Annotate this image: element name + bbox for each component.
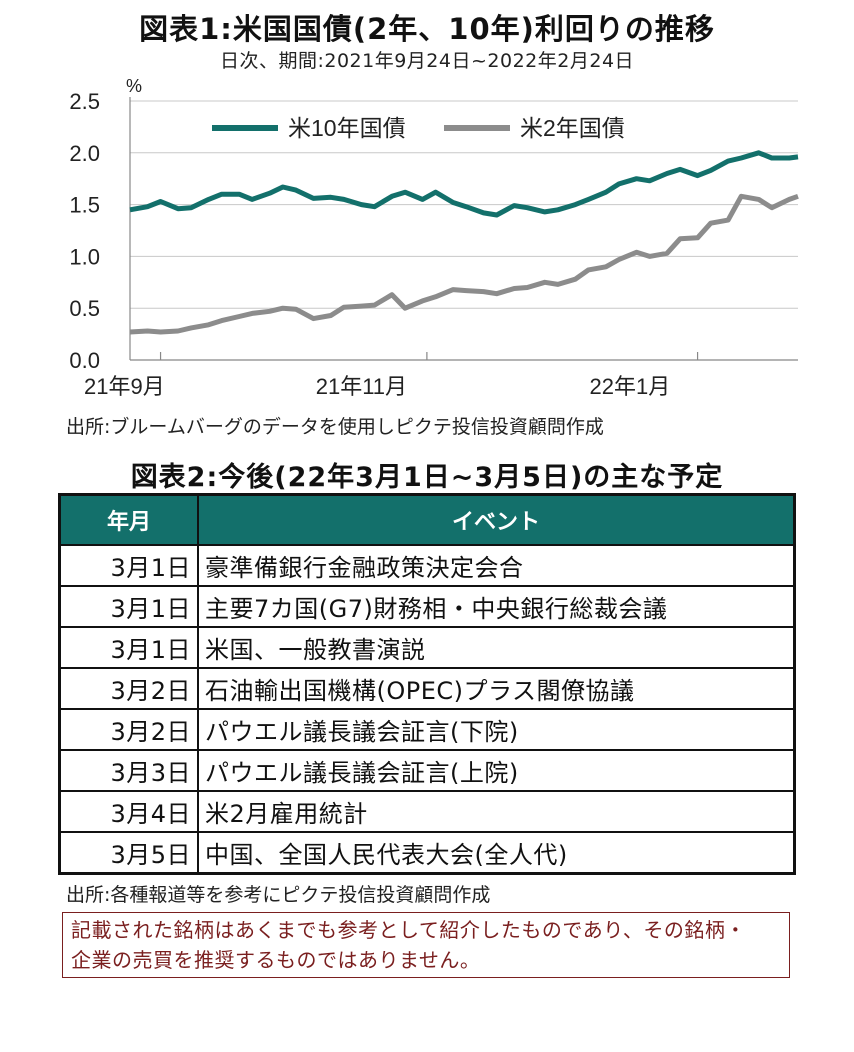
header-event: イベント [197,493,796,546]
y-tick-label: 2.5 [69,89,100,114]
series-line-2y [129,193,799,335]
table-row: 3月2日 パウエル議長議会証言(下院) [58,708,796,751]
y-tick-label: 1.0 [69,244,100,269]
table-row: 3月1日 主要7カ国(G7)財務相・中央銀行総裁会議 [58,585,796,628]
disclaimer-box: 記載された銘柄はあくまでも参考として紹介したものであり、その銘柄・ 企業の売買を… [62,912,790,978]
y-tick-label: 0.5 [69,296,100,321]
yield-chart: 0.0 0.5 1.0 1.5 2.0 2.5% 21年9月 21年11月 22年1月 米10年国… [0,70,854,410]
row-date: 3月2日 [58,708,199,751]
y-tick-label: 1.5 [69,193,100,218]
row-event: 石油輸出国機構(OPEC)プラス閣僚協議 [197,667,796,710]
chart-title: 図表1:米国国債(2年、10年)利回りの推移 [139,12,715,46]
y-tick-label: 0.0 [69,348,100,373]
table-row: 3月3日 パウエル議長議会証言(上院) [58,749,796,792]
disclaimer-line-1: 記載された銘柄はあくまでも参考として紹介したものであり、その銘柄・ [71,918,746,942]
table-header-row: 年月 イベント [58,493,796,546]
x-tick-label: 21年9月 [84,374,165,399]
legend-label: 米10年国債 [288,115,406,141]
y-unit-label: % [126,76,142,96]
events-table: 年月 イベント 3月1日 豪準備銀行金融政策決定会合 3月1日 主要7カ国(G7)財… [58,493,796,875]
row-date: 3月3日 [58,749,199,792]
table-row: 3月2日 石油輸出国機構(OPEC)プラス閣僚協議 [58,667,796,710]
legend-label: 米2年国債 [520,115,625,141]
row-event: 豪準備銀行金融政策決定会合 [197,544,796,587]
row-date: 3月5日 [58,831,199,875]
series-line-10y [129,150,799,218]
header-date: 年月 [58,493,199,546]
table-row: 3月5日 中国、全国人民代表大会(全人代) [58,831,796,875]
table-row: 3月1日 豪準備銀行金融政策決定会合 [58,544,796,587]
x-tick-label: 21年11月 [316,374,407,399]
row-date: 3月4日 [58,790,199,833]
row-event: パウエル議長議会証言(上院) [197,749,796,792]
table-row: 3月4日 米2月雇用統計 [58,790,796,833]
row-date: 3月2日 [58,667,199,710]
row-date: 3月1日 [58,544,199,587]
row-date: 3月1日 [58,585,199,628]
row-date: 3月1日 [58,626,199,669]
table-source: 出所:各種報道等を参考にピクテ投信投資顧問作成 [66,884,491,906]
chart-subtitle: 日次、期間:2021年9月24日~2022年2月24日 [219,50,635,72]
row-event: 米2月雇用統計 [197,790,796,833]
yield-chart-svg: 0.0 0.5 1.0 1.5 2.0 2.5% 21年9月 21年11月 22年1月 米10年国… [69,76,799,399]
y-tick-label: 2.0 [69,141,100,166]
x-tick-label: 22年1月 [590,374,671,399]
row-event: パウエル議長議会証言(下院) [197,708,796,751]
row-event: 中国、全国人民代表大会(全人代) [197,831,796,875]
chart-source: 出所:ブルームバーグのデータを使用しピクテ投信投資顧問作成 [66,416,604,438]
table-title: 図表2:今後(22年3月1日~3月5日)の主な予定 [130,462,724,493]
row-event: 米国、一般教書演説 [197,626,796,669]
table-row: 3月1日 米国、一般教書演説 [58,626,796,669]
row-event: 主要7カ国(G7)財務相・中央銀行総裁会議 [197,585,796,628]
disclaimer-line-2: 企業の売買を推奨するものではありません。 [71,948,481,972]
